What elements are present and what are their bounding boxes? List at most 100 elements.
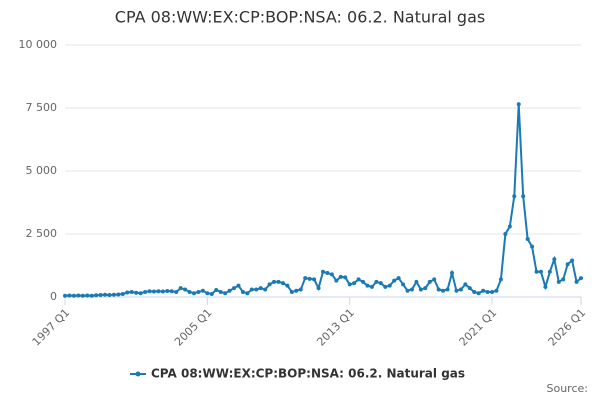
marker	[143, 289, 148, 294]
marker	[94, 293, 99, 298]
x-tick-label: 1997 Q1	[30, 306, 73, 349]
marker	[156, 289, 161, 294]
marker	[325, 271, 330, 276]
marker	[396, 276, 401, 281]
marker	[427, 279, 432, 284]
marker	[401, 282, 406, 287]
marker	[392, 278, 397, 283]
marker	[414, 279, 419, 284]
x-tick-label: 2021 Q1	[457, 306, 500, 349]
marker	[494, 288, 499, 293]
marker	[120, 291, 125, 296]
marker	[98, 292, 103, 297]
x-tick-label: 2005 Q1	[172, 306, 215, 349]
marker	[476, 291, 481, 296]
marker	[214, 287, 219, 292]
marker	[334, 278, 339, 283]
marker	[223, 291, 228, 296]
marker	[160, 289, 165, 294]
marker	[432, 277, 437, 282]
marker	[67, 293, 72, 298]
y-tick-label: 7 500	[26, 101, 58, 114]
marker	[570, 258, 575, 263]
marker	[321, 269, 325, 274]
marker	[116, 292, 121, 297]
marker	[316, 286, 321, 291]
marker	[423, 286, 428, 291]
marker	[498, 277, 503, 282]
marker	[298, 287, 303, 292]
marker	[352, 281, 357, 286]
marker	[227, 288, 232, 293]
marker	[361, 279, 366, 284]
marker	[232, 286, 237, 291]
marker	[418, 287, 423, 292]
marker	[196, 289, 201, 294]
marker	[369, 284, 374, 289]
marker	[240, 289, 245, 294]
marker	[165, 288, 170, 293]
marker	[303, 276, 308, 281]
marker	[512, 194, 517, 199]
marker	[187, 289, 192, 294]
source: Source:	[547, 382, 589, 395]
marker	[490, 289, 495, 294]
marker	[538, 269, 543, 274]
marker	[209, 291, 214, 296]
x-tick-label: 2013 Q1	[314, 306, 357, 349]
y-tick-label: 0	[50, 290, 57, 303]
legend-marker	[135, 371, 141, 377]
marker	[294, 288, 299, 293]
y-tick-label: 5 000	[26, 164, 58, 177]
marker	[276, 279, 281, 284]
marker	[343, 275, 348, 280]
chart-title: CPA 08:WW:EX:CP:BOP:NSA: 06.2. Natural g…	[115, 8, 485, 27]
marker	[178, 286, 183, 291]
marker	[409, 287, 414, 292]
marker	[129, 289, 134, 294]
marker	[307, 276, 312, 281]
marker	[280, 281, 285, 286]
marker	[530, 244, 535, 249]
marker	[192, 291, 196, 296]
marker	[521, 194, 526, 199]
marker	[561, 277, 566, 282]
legend-label: CPA 08:WW:EX:CP:BOP:NSA: 06.2. Natural g…	[151, 367, 465, 381]
marker	[174, 289, 179, 294]
marker	[218, 289, 223, 294]
marker	[89, 293, 94, 298]
marker	[263, 287, 268, 292]
marker	[272, 279, 277, 284]
marker	[103, 292, 108, 297]
marker	[76, 293, 81, 298]
marker	[347, 282, 352, 287]
marker	[107, 292, 112, 297]
marker	[236, 283, 241, 288]
marker	[169, 289, 174, 294]
marker	[329, 272, 334, 277]
marker	[254, 287, 259, 292]
y-tick-label: 2 500	[26, 227, 58, 240]
marker	[365, 283, 370, 288]
marker	[472, 289, 477, 294]
marker	[374, 279, 379, 284]
marker	[205, 291, 210, 296]
marker	[481, 288, 486, 293]
marker	[503, 232, 508, 236]
marker	[356, 277, 361, 282]
marker	[441, 288, 446, 293]
marker	[125, 290, 130, 295]
marker	[71, 293, 76, 298]
marker	[525, 237, 530, 242]
y-tick-label: 10 000	[19, 38, 58, 51]
marker	[147, 289, 152, 294]
marker	[267, 282, 272, 287]
marker	[138, 291, 143, 296]
marker	[463, 282, 468, 287]
marker	[450, 271, 454, 276]
marker	[151, 289, 156, 294]
marker	[134, 290, 139, 295]
marker	[485, 289, 490, 294]
marker	[111, 292, 116, 297]
